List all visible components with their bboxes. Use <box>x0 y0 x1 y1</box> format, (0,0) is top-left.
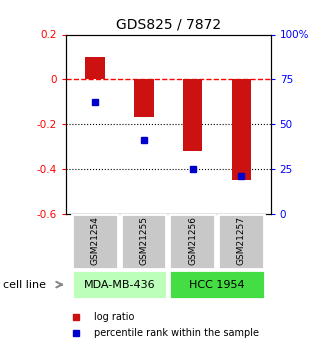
Bar <box>183 79 202 151</box>
Bar <box>232 79 251 180</box>
Bar <box>85 57 105 79</box>
Text: MDA-MB-436: MDA-MB-436 <box>84 280 155 289</box>
Text: GSM21255: GSM21255 <box>140 216 148 265</box>
Text: HCC 1954: HCC 1954 <box>189 280 245 289</box>
FancyBboxPatch shape <box>218 215 264 268</box>
Text: cell line: cell line <box>3 280 46 289</box>
Text: log ratio: log ratio <box>94 312 135 322</box>
Text: GSM21254: GSM21254 <box>91 216 100 265</box>
Bar <box>134 79 154 117</box>
Text: GSM21257: GSM21257 <box>237 216 246 265</box>
FancyBboxPatch shape <box>169 270 265 299</box>
Text: GSM21256: GSM21256 <box>188 216 197 265</box>
Title: GDS825 / 7872: GDS825 / 7872 <box>116 18 221 32</box>
Text: percentile rank within the sample: percentile rank within the sample <box>94 328 259 338</box>
FancyBboxPatch shape <box>72 215 117 268</box>
FancyBboxPatch shape <box>72 270 167 299</box>
FancyBboxPatch shape <box>120 215 166 268</box>
FancyBboxPatch shape <box>169 215 215 268</box>
